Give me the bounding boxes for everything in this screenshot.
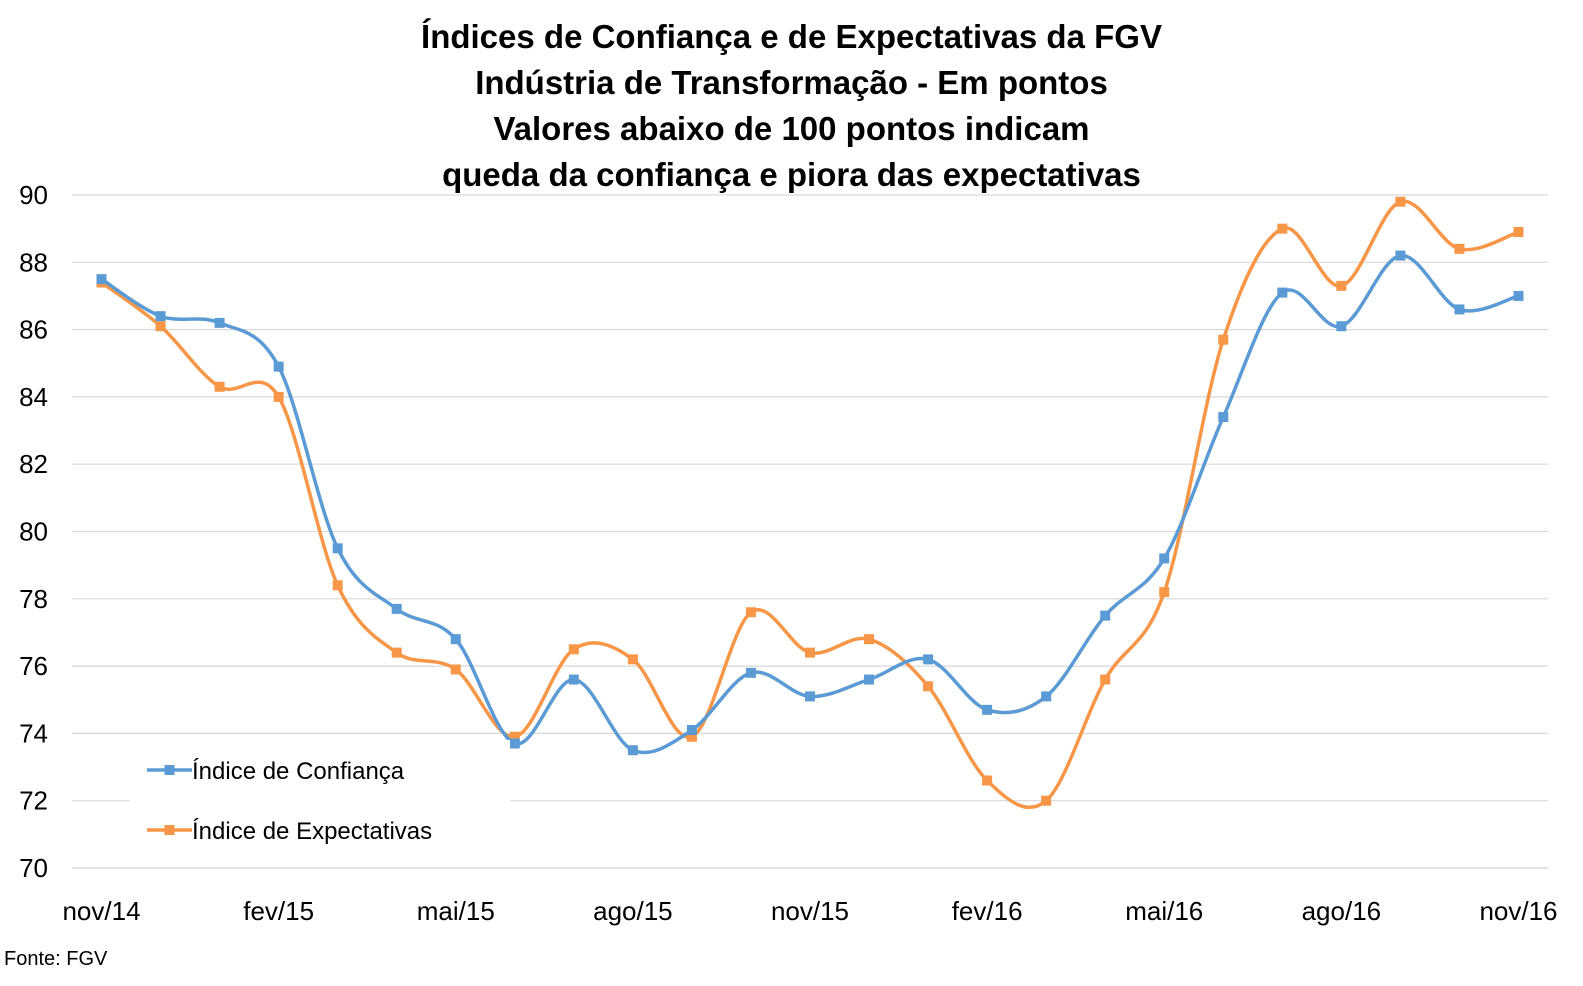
x-tick-label-nov-15: nov/15: [771, 896, 849, 926]
data-point-confianca-jan-15: [214, 317, 225, 328]
data-point-expectativas-jan-16: [923, 681, 934, 692]
x-tick-label-nov-14: nov/14: [62, 896, 140, 926]
data-point-confianca-jun-16: [1218, 412, 1229, 423]
y-tick-label-72: 72: [19, 786, 48, 816]
title-line-4: queda da confiança e piora das expectati…: [442, 156, 1141, 193]
y-tick-label-90: 90: [19, 180, 48, 210]
data-point-expectativas-set-16: [1395, 196, 1406, 207]
data-point-confianca-jul-16: [1277, 287, 1288, 298]
data-point-expectativas-out-16: [1454, 243, 1465, 254]
x-tick-label-ago-16: ago/16: [1302, 896, 1382, 926]
data-point-expectativas-jun-15: [509, 731, 520, 742]
data-point-confianca-ago-15: [627, 745, 638, 756]
data-point-expectativas-abr-15: [391, 647, 402, 658]
title-line-1: Índices de Confiança e de Expectativas d…: [421, 18, 1162, 55]
series-lines: [96, 196, 1524, 809]
y-tick-label-86: 86: [19, 315, 48, 345]
data-point-confianca-set-16: [1395, 250, 1406, 261]
y-tick-label-70: 70: [19, 853, 48, 883]
data-point-expectativas-ago-16: [1336, 280, 1347, 291]
x-tick-label-ago-15: ago/15: [593, 896, 673, 926]
data-point-expectativas-jan-15: [214, 381, 225, 392]
data-point-confianca-fev-16: [982, 704, 993, 715]
data-point-confianca-jun-15: [509, 738, 520, 749]
legend-label-confianca: Índice de Confiança: [192, 758, 405, 785]
data-point-confianca-ago-16: [1336, 321, 1347, 332]
title-line-2: Indústria de Transformação - Em pontos: [475, 64, 1108, 101]
x-tick-label-nov-16: nov/16: [1479, 896, 1557, 926]
legend-marker-confianca: [164, 765, 175, 775]
data-point-expectativas-out-15: [745, 607, 756, 618]
data-point-confianca-out-16: [1454, 304, 1465, 315]
y-tick-label-78: 78: [19, 584, 48, 614]
data-point-confianca-out-15: [745, 667, 756, 678]
data-point-confianca-mai-16: [1159, 553, 1170, 564]
data-point-expectativas-mai-16: [1159, 587, 1170, 598]
data-point-confianca-mai-15: [450, 634, 461, 645]
data-point-expectativas-jun-16: [1218, 334, 1229, 345]
title-line-3: Valores abaixo de 100 pontos indicam: [493, 110, 1090, 147]
data-point-confianca-dez-15: [864, 674, 875, 685]
gridlines: [72, 194, 1548, 802]
y-tick-label-76: 76: [19, 651, 48, 681]
data-point-expectativas-ago-15: [627, 654, 638, 665]
data-point-expectativas-abr-16: [1100, 674, 1111, 685]
data-point-confianca-jan-16: [923, 654, 934, 665]
x-tick-label-fev-15: fev/15: [243, 896, 314, 926]
data-point-expectativas-fev-16: [982, 775, 993, 786]
series-line-expectativas: [100, 199, 1520, 809]
data-point-confianca-jul-15: [568, 674, 579, 685]
data-point-expectativas-jul-15: [568, 644, 579, 655]
data-point-expectativas-set-15: [686, 731, 697, 742]
data-point-confianca-nov-16: [1513, 290, 1524, 301]
data-point-confianca-nov-15: [805, 691, 815, 702]
data-point-expectativas-mai-15: [450, 664, 461, 675]
x-tick-label-mai-15: mai/15: [417, 896, 495, 926]
data-point-expectativas-jul-16: [1277, 223, 1288, 234]
data-point-expectativas-nov-16: [1513, 227, 1524, 238]
y-tick-label-74: 74: [19, 718, 48, 748]
source-note: Fonte: FGV: [4, 948, 108, 970]
legend-marker-expectativas: [164, 825, 175, 835]
data-point-confianca-mar-16: [1041, 691, 1052, 702]
y-tick-label-80: 80: [19, 517, 48, 547]
legend-background: [130, 740, 510, 858]
data-point-expectativas-dez-14: [155, 321, 166, 332]
axes: 70 72 74 76 78 80 82 84 86 88 90 nov/14 fev/15 mai/15…: [19, 180, 1557, 926]
data-point-confianca-set-15: [686, 725, 697, 736]
y-tick-label-88: 88: [19, 247, 48, 277]
x-tick-label-fev-16: fev/16: [952, 896, 1023, 926]
x-tick-label-mai-16: mai/16: [1125, 896, 1203, 926]
legend-label-expectativas: Índice de Expectativas: [192, 818, 432, 845]
data-point-confianca-abr-16: [1100, 610, 1111, 621]
y-tick-label-84: 84: [19, 382, 48, 412]
data-point-confianca-abr-15: [391, 603, 402, 614]
legend: Índice de Confiança Índice de Expectativa…: [130, 740, 510, 858]
data-point-confianca-dez-14: [155, 311, 166, 322]
y-tick-label-82: 82: [19, 449, 48, 479]
data-point-expectativas-nov-15: [805, 647, 815, 658]
data-point-expectativas-mar-16: [1041, 795, 1052, 806]
data-point-confianca-mar-15: [332, 543, 343, 554]
data-point-confianca-nov-14: [96, 274, 107, 285]
data-point-expectativas-fev-15: [273, 391, 284, 402]
chart-title: Índices de Confiança e de Expectativas d…: [0, 14, 1583, 198]
data-point-expectativas-dez-15: [864, 634, 875, 645]
data-point-confianca-fev-15: [273, 361, 284, 372]
data-point-expectativas-mar-15: [332, 580, 343, 591]
